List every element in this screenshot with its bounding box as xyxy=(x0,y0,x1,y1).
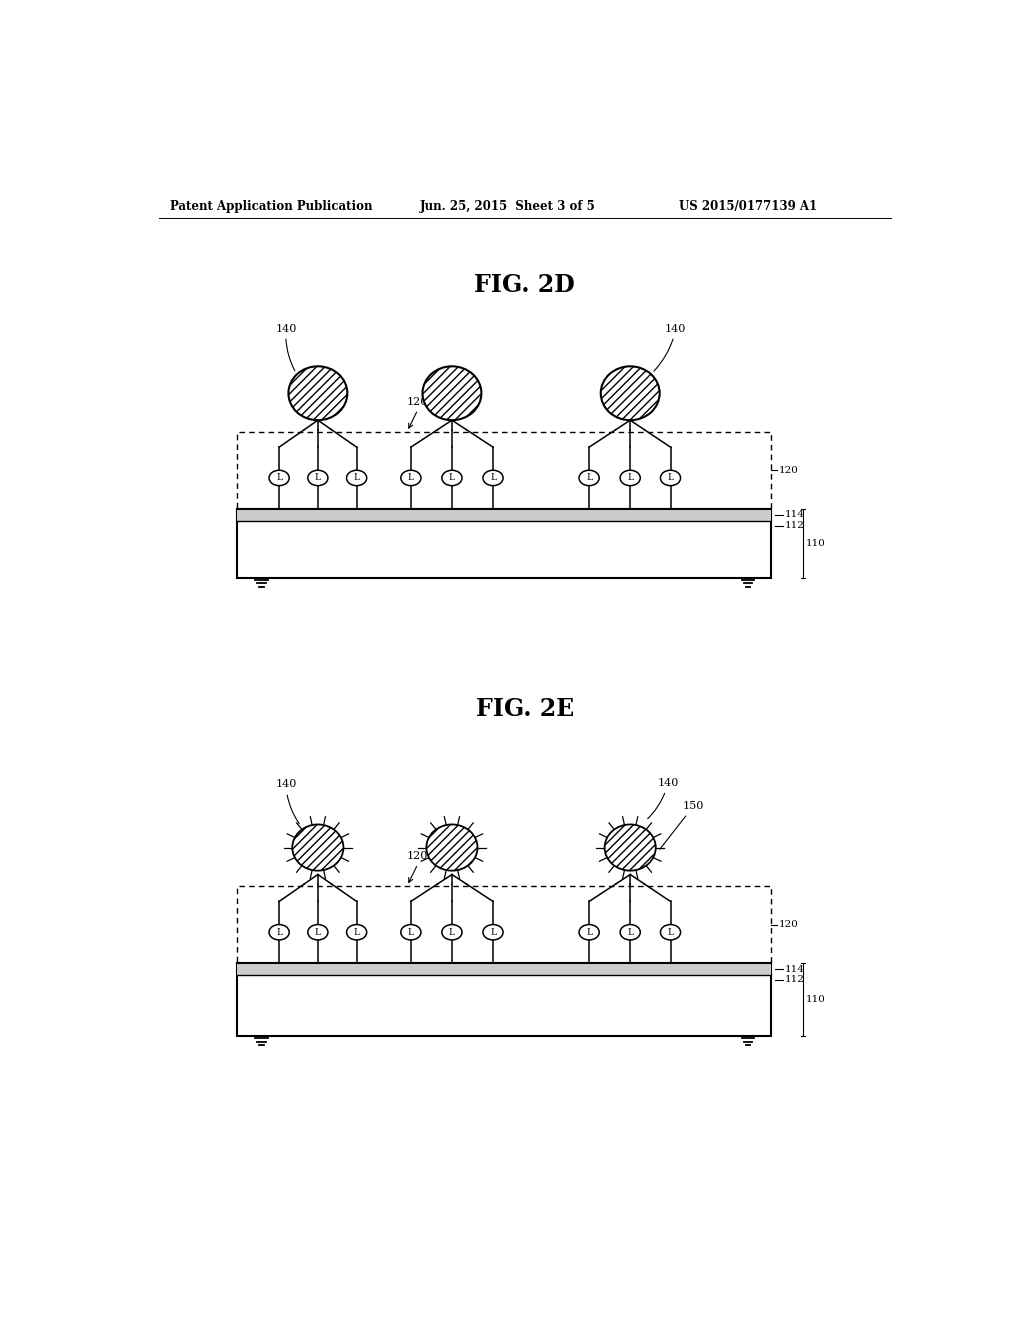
Text: L: L xyxy=(276,474,283,482)
Ellipse shape xyxy=(579,470,599,486)
Text: L: L xyxy=(627,928,633,937)
Text: L: L xyxy=(353,474,359,482)
Text: 140: 140 xyxy=(275,780,299,824)
Bar xyxy=(237,964,771,1036)
Text: L: L xyxy=(490,928,496,937)
Ellipse shape xyxy=(269,924,289,940)
Ellipse shape xyxy=(621,924,640,940)
Text: 120A: 120A xyxy=(407,851,436,883)
Ellipse shape xyxy=(483,470,503,486)
Ellipse shape xyxy=(400,470,421,486)
Text: 140: 140 xyxy=(654,323,686,371)
Text: L: L xyxy=(490,474,496,482)
Text: L: L xyxy=(668,474,674,482)
Text: 120: 120 xyxy=(779,920,799,929)
Ellipse shape xyxy=(660,470,681,486)
Bar xyxy=(237,964,771,975)
Ellipse shape xyxy=(660,924,681,940)
Text: Jun. 25, 2015  Sheet 3 of 5: Jun. 25, 2015 Sheet 3 of 5 xyxy=(420,199,596,213)
Text: L: L xyxy=(586,474,592,482)
Text: L: L xyxy=(408,928,414,937)
Ellipse shape xyxy=(426,825,477,871)
Text: FIG. 2D: FIG. 2D xyxy=(474,273,575,297)
Text: Patent Application Publication: Patent Application Publication xyxy=(170,199,373,213)
Text: 112: 112 xyxy=(784,521,804,531)
Ellipse shape xyxy=(442,924,462,940)
Text: FIG. 2E: FIG. 2E xyxy=(476,697,573,721)
Text: L: L xyxy=(314,474,321,482)
Ellipse shape xyxy=(400,924,421,940)
Ellipse shape xyxy=(621,470,640,486)
Text: L: L xyxy=(353,928,359,937)
Ellipse shape xyxy=(346,470,367,486)
Bar xyxy=(237,886,771,964)
Ellipse shape xyxy=(346,924,367,940)
Text: L: L xyxy=(314,928,321,937)
Ellipse shape xyxy=(289,366,347,420)
Text: US 2015/0177139 A1: US 2015/0177139 A1 xyxy=(679,199,817,213)
Ellipse shape xyxy=(292,825,343,871)
Ellipse shape xyxy=(308,470,328,486)
Text: L: L xyxy=(627,474,633,482)
Text: L: L xyxy=(449,928,455,937)
Text: L: L xyxy=(586,928,592,937)
Text: L: L xyxy=(449,474,455,482)
Bar xyxy=(237,432,771,508)
Ellipse shape xyxy=(442,470,462,486)
Text: L: L xyxy=(408,474,414,482)
Bar xyxy=(237,508,771,521)
Ellipse shape xyxy=(308,924,328,940)
Ellipse shape xyxy=(601,366,659,420)
Text: 140: 140 xyxy=(275,323,297,371)
Ellipse shape xyxy=(269,470,289,486)
Text: 150: 150 xyxy=(659,801,705,849)
Text: L: L xyxy=(668,928,674,937)
Text: 114: 114 xyxy=(784,965,804,974)
Ellipse shape xyxy=(423,366,481,420)
Text: 110: 110 xyxy=(806,539,826,548)
Text: 112: 112 xyxy=(784,975,804,985)
Text: L: L xyxy=(276,928,283,937)
Ellipse shape xyxy=(579,924,599,940)
Text: 110: 110 xyxy=(806,995,826,1005)
Ellipse shape xyxy=(604,825,655,871)
Ellipse shape xyxy=(483,924,503,940)
Text: 114: 114 xyxy=(784,511,804,519)
Text: 120A: 120A xyxy=(407,397,436,428)
Text: 140: 140 xyxy=(648,777,679,818)
Bar xyxy=(237,508,771,578)
Text: 120: 120 xyxy=(779,466,799,475)
